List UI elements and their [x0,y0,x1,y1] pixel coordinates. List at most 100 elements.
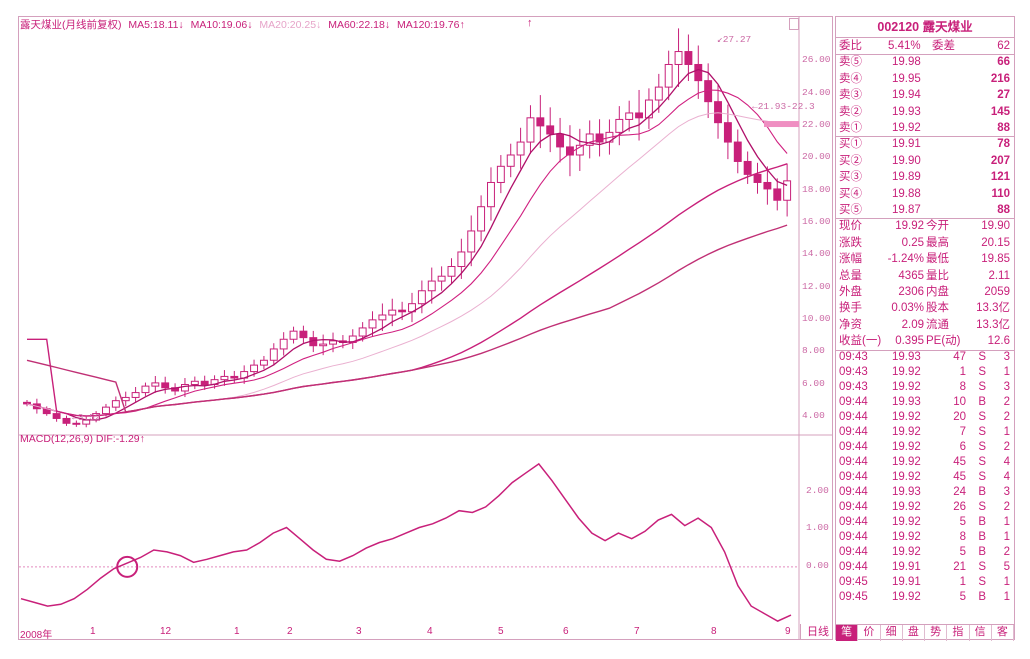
tick-row: 09:44 19.91 21 S 5 [836,560,1014,575]
panel-divider [836,54,1014,56]
tick-row: 09:44 19.92 8 B 1 [836,530,1014,545]
kline-chart-area[interactable] [18,16,833,640]
candle-body [733,141,742,162]
buy-row: 买④ 19.88 110 [836,187,1014,202]
tick-count: 4 [1003,470,1010,483]
candle-body [161,382,170,389]
candle-body [417,290,426,305]
stat-label: 收益(一) [839,335,882,348]
buy-label: 买④ [839,187,862,200]
tick-row: 09:44 19.92 45 S 4 [836,470,1014,485]
candle-body [437,275,446,282]
stat-row: 现价 19.92 今开 19.90 [836,219,1014,234]
candle-body [585,133,594,146]
panel-tab[interactable]: 信 [970,625,992,641]
tick-time: 09:45 [839,590,868,603]
macd-axis-label: 0.00 [806,559,829,571]
macd-cross-circle [116,555,139,578]
candle-body [250,364,259,373]
ma10-line [26,89,788,417]
tick-side: S [978,410,986,423]
candle-body [575,144,584,156]
tick-side: S [978,470,986,483]
panel-tab[interactable]: 势 [925,625,948,641]
tick-row: 09:44 19.92 26 S 2 [836,500,1014,515]
price-axis-label: 18.00 [802,183,831,195]
stat-label: 换手 [839,302,862,315]
sell-price: 19.94 [892,89,921,102]
stat-label: 净资 [839,318,862,331]
stat-value: 0.25 [901,236,924,249]
price-axis-label: 24.00 [802,86,831,98]
tick-volume: 8 [959,530,966,543]
stat-row: 换手 0.03% 股本 13.3亿 [836,301,1014,316]
stat-row: 净资 2.09 流通 13.3亿 [836,318,1014,333]
x-axis-label: 7 [634,626,640,637]
ma5-label: MA5:18.11↓ [128,19,184,31]
candle-body [694,63,703,82]
tick-volume: 5 [959,545,966,558]
x-axis-label: 1 [234,626,240,637]
ma5-line [26,68,788,421]
x-axis-label: 8 [711,626,717,637]
price-axis-label: 16.00 [802,215,831,227]
candle-body [388,309,397,316]
tick-count: 1 [1003,530,1010,543]
tick-volume: 47 [953,350,966,363]
sell-price: 19.98 [892,56,921,69]
panel-tab[interactable]: 价 [858,625,881,641]
stat-label-2: 流通 [926,318,949,331]
stat-label-2: 股本 [926,302,949,315]
candle-body [269,348,278,361]
panel-tab[interactable]: 盘 [903,625,925,641]
tick-count: 1 [1003,365,1010,378]
tick-side: S [978,500,986,513]
sell-label: 卖③ [839,89,862,102]
range-marker [764,121,799,128]
candle-body [62,417,71,424]
tick-row: 09:43 19.93 47 S 3 [836,350,1014,365]
tick-side: B [978,530,986,543]
weibi-pct: 5.41% [888,40,921,52]
tick-price: 19.92 [892,365,921,378]
tick-volume: 24 [953,485,966,498]
kline-chart-svg[interactable] [19,17,832,639]
stat-label: 涨跌 [839,236,862,249]
stat-label-2: 内盘 [926,286,949,298]
panel-tab[interactable]: 细 [881,625,903,641]
stat-label-2: 今开 [926,220,949,233]
tick-volume: 1 [959,575,966,588]
buy-label: 买⑤ [839,204,862,216]
x-axis-label: 2 [287,626,293,637]
buy-label: 买② [839,154,862,167]
candle-body [556,133,565,148]
stat-value-2: 19.85 [981,253,1010,266]
tick-side: S [978,350,986,363]
tick-volume: 45 [953,470,966,483]
candle-body [625,112,634,120]
candle-body [516,141,525,156]
price-axis-label: 10.00 [802,312,831,324]
candle-body [783,180,792,201]
stat-row: 外盘 2306 内盘 2059 [836,285,1014,300]
stat-value-2: 12.6 [987,335,1010,348]
daily-button[interactable]: 日线 [800,624,835,640]
panel-tab[interactable]: 指 [947,625,970,641]
tick-volume: 45 [953,455,966,468]
candle-body [151,382,160,387]
tick-price: 19.92 [892,500,921,513]
stat-label-2: 最高 [926,236,949,249]
stat-value: 2306 [898,286,924,298]
stat-label-2: 最低 [926,253,949,266]
panel-tab[interactable]: 客 [992,625,1014,641]
stat-value: 2.09 [901,318,924,331]
chart-options-icon[interactable] [789,18,799,30]
panel-tab[interactable]: 笔 [836,625,859,641]
candle-body [230,375,239,379]
tick-price: 19.93 [892,350,921,363]
tick-row: 09:44 19.92 5 B 1 [836,515,1014,530]
sell-label: 卖④ [839,72,862,85]
stat-value: -1.24% [887,253,924,266]
sell-row: 卖⑤ 19.98 66 [836,55,1014,70]
candle-body [329,340,337,345]
